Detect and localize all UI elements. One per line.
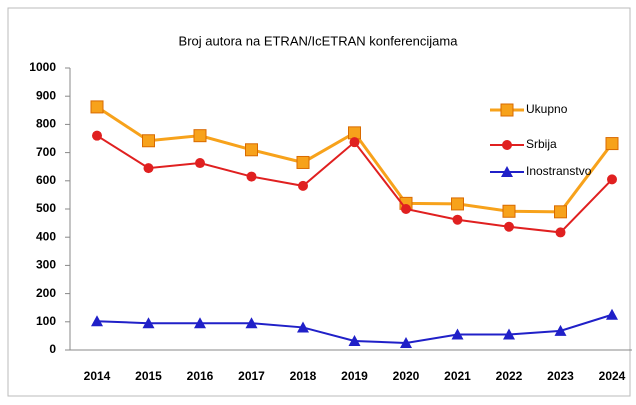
x-tick-label: 2014	[84, 369, 111, 383]
x-tick-label: 2020	[393, 369, 420, 383]
y-tick-label: 800	[36, 117, 56, 131]
marker	[193, 129, 207, 143]
marker	[504, 221, 514, 232]
marker	[605, 137, 619, 151]
marker	[245, 143, 258, 157]
marker	[555, 227, 566, 238]
marker	[607, 174, 617, 185]
marker	[296, 155, 310, 169]
marker	[298, 180, 308, 191]
marker	[92, 130, 102, 141]
chart-frame	[7, 7, 631, 397]
marker	[349, 137, 360, 148]
legend-label: Inostranstvo	[526, 164, 592, 178]
marker	[401, 204, 411, 214]
y-tick-label: 400	[36, 229, 56, 243]
x-tick-label: 2016	[187, 369, 214, 383]
marker	[451, 197, 464, 211]
y-tick-label: 600	[36, 173, 56, 187]
x-tick-label: 2019	[341, 369, 368, 383]
x-tick-label: 2021	[444, 369, 471, 383]
marker	[503, 328, 515, 340]
y-tick-label: 0	[49, 342, 56, 356]
x-tick-label: 2022	[496, 369, 523, 383]
marker	[606, 308, 618, 320]
marker	[554, 324, 567, 336]
y-tick-label: 100	[36, 314, 56, 328]
x-tick-label: 2024	[599, 369, 626, 383]
y-tick-label: 300	[36, 258, 56, 272]
marker	[348, 126, 361, 140]
marker	[142, 134, 155, 148]
marker	[195, 158, 205, 169]
marker	[554, 205, 567, 219]
y-tick-label: 1000	[29, 60, 56, 74]
chart-title: Broj autora na ETRAN/IcETRAN konferencij…	[179, 33, 459, 48]
marker	[502, 204, 516, 218]
x-tick-label: 2018	[290, 369, 317, 383]
legend-marker	[500, 103, 514, 117]
legend-label: Srbija	[526, 137, 557, 151]
y-tick-label: 200	[36, 286, 56, 300]
marker	[348, 334, 361, 346]
marker	[245, 317, 258, 329]
legend-marker	[502, 140, 512, 150]
marker	[400, 336, 412, 348]
marker	[246, 171, 257, 182]
marker	[143, 163, 154, 174]
y-tick-label: 500	[36, 201, 56, 215]
x-tick-label: 2023	[547, 369, 574, 383]
x-tick-label: 2017	[238, 369, 265, 383]
marker	[451, 328, 464, 340]
marker	[297, 321, 309, 333]
marker	[90, 100, 104, 114]
legend-label: Ukupno	[526, 102, 568, 116]
y-tick-label: 900	[36, 88, 56, 102]
marker	[194, 317, 206, 329]
legend-marker	[501, 166, 513, 177]
marker	[142, 317, 155, 329]
y-tick-label: 700	[36, 145, 56, 159]
marker	[452, 214, 463, 225]
marker	[91, 315, 103, 327]
x-tick-label: 2015	[135, 369, 162, 383]
